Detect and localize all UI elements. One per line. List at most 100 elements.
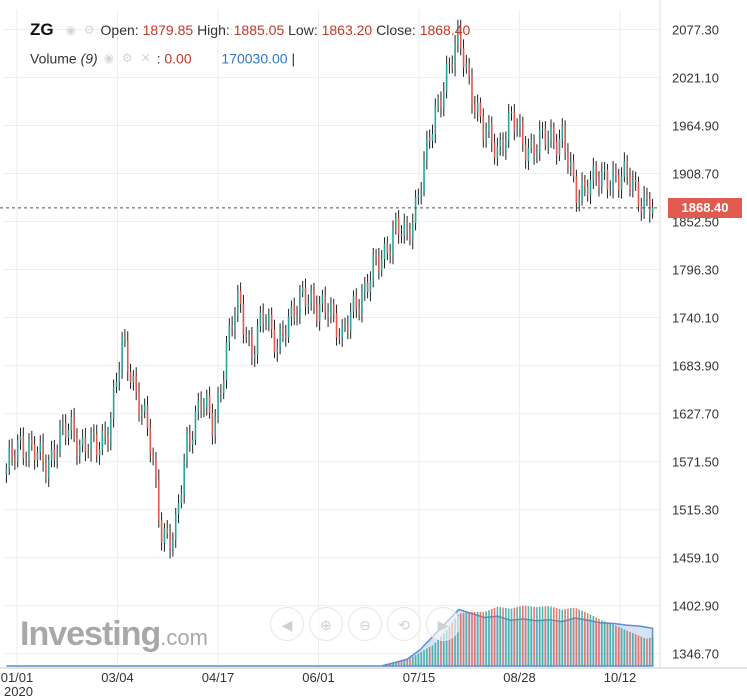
candle-body [623, 161, 626, 177]
candle-body [307, 303, 310, 307]
volume-bar [392, 662, 394, 666]
y-tick-label: 1852.50 [672, 215, 719, 230]
candle-body [392, 228, 394, 256]
candle-body [208, 395, 211, 413]
candle-body [11, 448, 13, 458]
candle-body [457, 26, 459, 45]
eye-icon[interactable]: ◉ [65, 23, 76, 37]
candle-body [324, 294, 327, 313]
gear-icon[interactable]: ⚙ [83, 23, 95, 37]
candle-body [236, 290, 239, 316]
gear-icon[interactable]: ⚙ [121, 51, 133, 66]
left-arrow-icon: ◀ [281, 617, 293, 633]
candle-body [584, 181, 586, 187]
candle-body [578, 198, 581, 204]
volume-bar [541, 606, 544, 666]
zoom-in-button[interactable]: ⊕ [309, 607, 343, 641]
candle-body [648, 198, 651, 214]
candle-body [440, 99, 442, 109]
y-tick-label: 1571.50 [672, 455, 719, 470]
candle-body [332, 304, 335, 314]
candle-body [95, 434, 98, 456]
candle-body [369, 280, 372, 292]
candle-body [76, 436, 78, 456]
volume-bar [648, 637, 651, 666]
volume-bar [620, 628, 623, 666]
volume-bar [629, 631, 631, 666]
volume-bar [589, 614, 592, 666]
zoom-reset-button[interactable]: ⟲ [387, 607, 421, 641]
candle-body [603, 169, 606, 172]
zoom-out-icon: ⊖ [359, 617, 371, 633]
volume-bar [626, 630, 628, 666]
candle-body [115, 382, 118, 387]
candle-body [330, 304, 332, 318]
candle-body [361, 292, 363, 314]
volume-bar [437, 639, 439, 666]
volume-bar [553, 607, 555, 666]
volume-bar [440, 636, 442, 666]
volume-bar [400, 660, 403, 666]
candle-body [397, 218, 400, 235]
volume-bar [536, 607, 538, 666]
candle-body [344, 324, 346, 326]
candle-body [409, 231, 411, 240]
volume-bar [442, 633, 445, 666]
candle-body [612, 170, 614, 190]
candle-body [389, 253, 391, 256]
candle-body [39, 442, 42, 453]
candle-body [313, 290, 315, 305]
candle-body [462, 48, 465, 68]
logo-suffix: .com [160, 625, 208, 650]
volume-bar [524, 605, 527, 666]
scroll-left-button[interactable]: ◀ [270, 607, 304, 641]
candle-body [64, 423, 67, 438]
candle-body [33, 444, 36, 461]
candle-body [474, 105, 476, 113]
candle-body [118, 370, 121, 383]
low-label: Low: [288, 22, 318, 38]
volume-bar [448, 626, 451, 666]
candle-body [191, 439, 194, 445]
close-icon[interactable]: ✕ [140, 51, 151, 66]
volume-bar [555, 608, 558, 666]
candle-body [403, 221, 406, 236]
volume-bar [651, 637, 654, 666]
candle-body [555, 141, 558, 156]
candle-body [132, 375, 135, 383]
zoom-out-button[interactable]: ⊖ [348, 607, 382, 641]
candle-body [174, 514, 177, 541]
candle-body [160, 520, 163, 543]
candle-body [234, 315, 236, 330]
candle-body [400, 234, 403, 236]
volume-bar [468, 612, 470, 666]
volume-bar [550, 606, 552, 666]
y-tick-label: 1346.70 [672, 647, 719, 662]
eye-icon[interactable]: ◉ [103, 51, 115, 66]
candle-body [541, 128, 544, 130]
candle-body [186, 433, 188, 461]
candle-body [646, 195, 648, 199]
candle-body [245, 334, 248, 337]
last-price-tag: 1868.40 [668, 197, 742, 218]
candle-body [5, 468, 8, 474]
candle-body [349, 311, 352, 331]
candle-body [640, 206, 643, 212]
volume-bar [411, 656, 414, 666]
candle-body [366, 282, 369, 292]
candle-body [513, 111, 516, 132]
scroll-right-button[interactable]: ▶ [426, 607, 460, 641]
volume-label: Volume [30, 50, 77, 67]
candle-body [375, 255, 377, 258]
candle-body [155, 459, 157, 479]
y-tick-label: 1515.30 [672, 503, 719, 518]
candle-body [451, 64, 454, 68]
volume-bar [493, 607, 496, 666]
y-tick-label: 1627.70 [672, 407, 719, 422]
volume-period: (9) [80, 50, 98, 67]
open-label: Open: [100, 22, 139, 38]
volume-bar [612, 624, 614, 666]
candle-body [643, 195, 645, 212]
candle-body [516, 127, 518, 132]
